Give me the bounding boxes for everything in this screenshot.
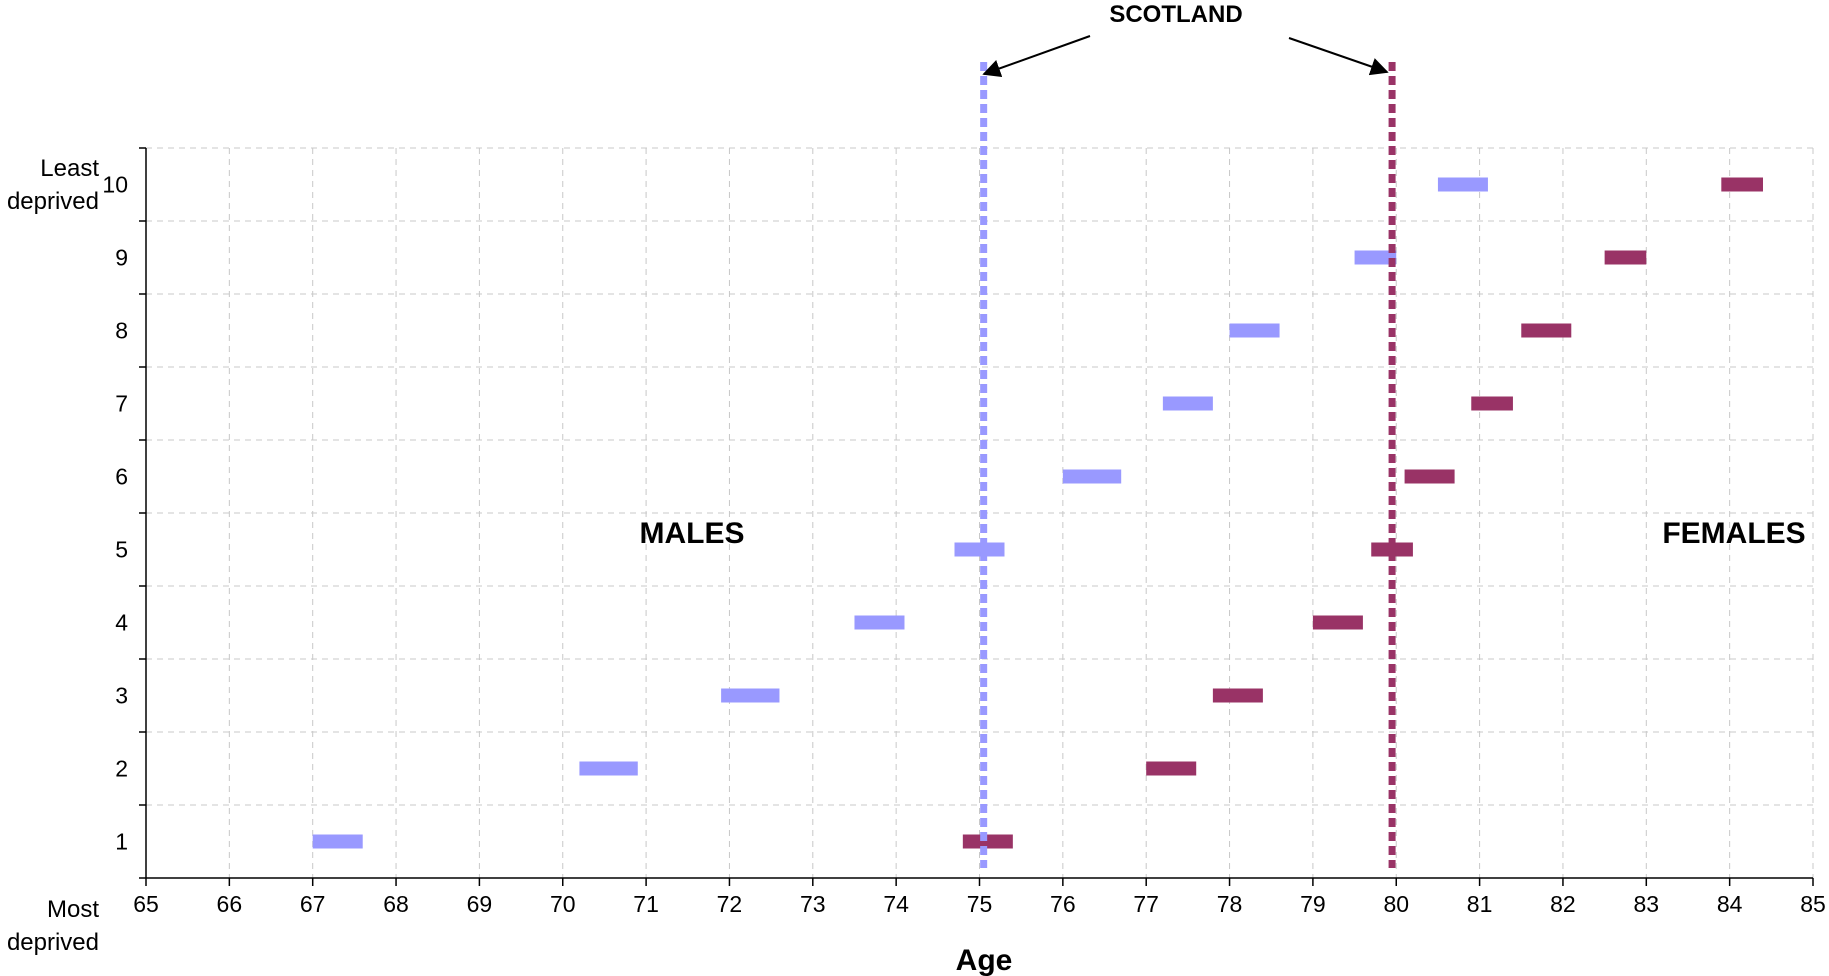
x-tick-label: 72	[717, 891, 743, 917]
x-tick-label: 73	[800, 891, 826, 917]
x-tick-label: 65	[133, 891, 159, 917]
females-series-label: FEMALES	[1662, 517, 1805, 550]
interval-bar-females	[1521, 323, 1572, 338]
interval-bars	[312, 177, 1763, 849]
y-bottom-label-line2: deprived	[7, 929, 99, 956]
x-tick-label: 66	[217, 891, 243, 917]
y-tick-label: 6	[115, 464, 128, 490]
gridlines	[146, 147, 1814, 878]
axes: 65 66 67 68 69 70 71 72 73 74 75 76 77 78 79 80 81 82 83 84…	[102, 147, 1826, 917]
interval-bar-females	[1146, 761, 1197, 776]
interval-bar-females	[1371, 542, 1413, 557]
interval-bar-males	[1437, 177, 1488, 192]
x-tick-label: 67	[300, 891, 326, 917]
interval-bar-females	[1212, 688, 1263, 703]
interval-bar-males	[721, 688, 780, 703]
x-tick-label: 84	[1717, 891, 1743, 917]
interval-bar-males	[854, 615, 905, 630]
interval-bar-males	[1229, 323, 1280, 338]
x-tick-label: 83	[1634, 891, 1660, 917]
y-bottom-label-line1: Most	[47, 896, 99, 923]
y-tick-label: 7	[115, 391, 128, 417]
x-tick-label: 68	[383, 891, 409, 917]
y-tick-label: 1	[115, 829, 128, 855]
y-tick-label: 3	[115, 683, 128, 709]
x-tick-label: 69	[467, 891, 493, 917]
y-tick-label: 5	[115, 537, 128, 563]
x-tick-label: 74	[883, 891, 909, 917]
males-series-label: MALES	[640, 517, 745, 550]
y-top-label-line2: deprived	[7, 188, 99, 215]
interval-bar-females	[1721, 177, 1763, 192]
interval-bar-males	[1162, 396, 1213, 411]
interval-bar-females	[962, 834, 1013, 849]
x-tick-label: 77	[1133, 891, 1159, 917]
interval-bar-females	[1471, 396, 1513, 411]
x-tick-label: 71	[633, 891, 659, 917]
scotland-label: SCOTLAND	[1109, 1, 1242, 28]
x-tick-label: 85	[1800, 891, 1826, 917]
x-tick-label: 79	[1300, 891, 1326, 917]
interval-bar-males	[1354, 250, 1397, 265]
y-tick-label: 9	[115, 245, 128, 271]
interval-bar-females	[1404, 469, 1455, 484]
x-tick-label: 70	[550, 891, 576, 917]
interval-bar-males	[312, 834, 363, 849]
y-tick-label: 2	[115, 756, 128, 782]
y-top-label-line1: Least	[40, 155, 99, 182]
y-tick-label: 8	[115, 318, 128, 344]
interval-bar-males	[1062, 469, 1122, 484]
x-tick-label: 78	[1217, 891, 1243, 917]
x-tick-label: 81	[1467, 891, 1493, 917]
scotland-arrow-females	[1288, 37, 1389, 76]
scotland-reference-lines	[980, 62, 1396, 868]
x-tick-label: 82	[1550, 891, 1576, 917]
y-tick-label: 10	[102, 172, 128, 198]
x-tick-label: 75	[967, 891, 993, 917]
interval-bar-females	[1312, 615, 1363, 630]
y-tick-label: 4	[115, 610, 128, 636]
x-tick-label: 76	[1050, 891, 1076, 917]
x-axis-title: Age	[956, 944, 1013, 976]
scotland-arrow-males	[982, 35, 1091, 78]
interval-bar-males	[954, 542, 1005, 557]
x-tick-label: 80	[1383, 891, 1409, 917]
interval-bar-females	[1604, 250, 1647, 265]
interval-bar-males	[579, 761, 638, 776]
